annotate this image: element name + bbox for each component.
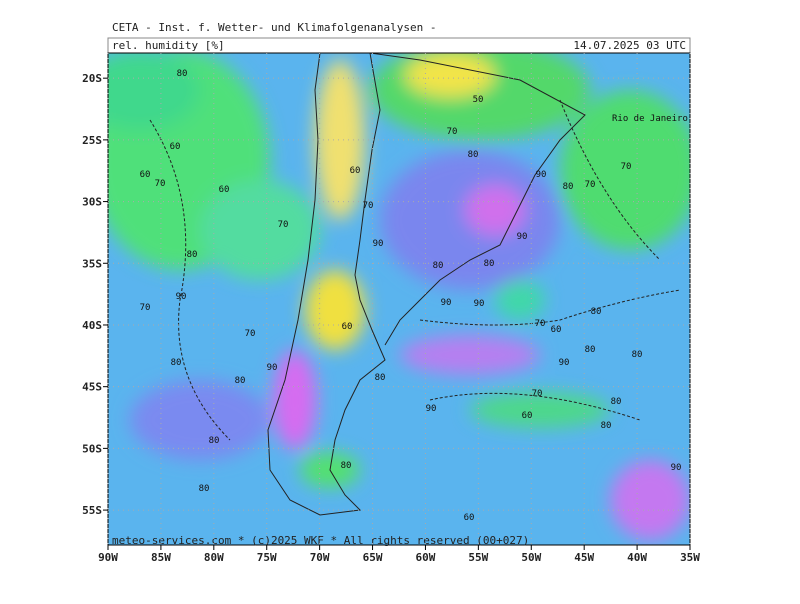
contour-label: 80 xyxy=(611,397,622,407)
contour-label: 90 xyxy=(474,299,485,309)
contour-label: 90 xyxy=(267,363,278,373)
contour-label: 90 xyxy=(517,232,528,242)
x-tick-label: 90W xyxy=(98,551,118,564)
contour-label: 90 xyxy=(176,292,187,302)
contour-label: 70 xyxy=(245,329,256,339)
contour-label: 80 xyxy=(235,376,246,386)
x-tick-label: 35W xyxy=(680,551,700,564)
contour-label: 90 xyxy=(559,358,570,368)
x-tick-label: 80W xyxy=(204,551,224,564)
contour-label: 70 xyxy=(140,303,151,313)
contour-label: 70 xyxy=(278,220,289,230)
contour-label: 90 xyxy=(373,239,384,249)
contour-label: 80 xyxy=(341,461,352,471)
contour-label: 70 xyxy=(535,319,546,329)
coastline xyxy=(369,53,586,346)
city-label: Rio de Janeiro xyxy=(612,114,688,124)
contour-label: 60 xyxy=(219,185,230,195)
contour-label: 70 xyxy=(155,179,166,189)
y-tick-label: 25S xyxy=(82,134,102,147)
contour-label: 50 xyxy=(473,95,484,105)
footer: meteo-services.com * (c)2025 WKF * All r… xyxy=(112,534,529,547)
contour-label: 80 xyxy=(433,261,444,271)
contour-label: 80 xyxy=(563,182,574,192)
time-label: 14.07.2025 03 UTC xyxy=(573,39,686,52)
y-tick-label: 55S xyxy=(82,504,102,517)
contour-label: 80 xyxy=(177,69,188,79)
contour-label: 80 xyxy=(209,436,220,446)
x-tick-label: 55W xyxy=(468,551,488,564)
contour xyxy=(149,99,681,441)
x-tick-label: 75W xyxy=(257,551,277,564)
contour-label: 70 xyxy=(447,127,458,137)
coastline xyxy=(267,53,386,516)
contour-label: 80 xyxy=(187,250,198,260)
contour-label: 70 xyxy=(621,162,632,172)
contour-label: 90 xyxy=(441,298,452,308)
contour-label: 80 xyxy=(375,373,386,383)
contour-label: 60 xyxy=(464,513,475,523)
contour-label: 80 xyxy=(632,350,643,360)
contour-label: 80 xyxy=(601,421,612,431)
contour-label: 80 xyxy=(468,150,479,160)
contour-label: 70 xyxy=(585,180,596,190)
contour-label: 90 xyxy=(426,404,437,414)
variable-label: rel. humidity [%] xyxy=(112,39,225,52)
x-tick-label: 65W xyxy=(363,551,383,564)
contour-label: 60 xyxy=(140,170,151,180)
x-tick-label: 45W xyxy=(574,551,594,564)
contour-label: 60 xyxy=(522,411,533,421)
contour-label: 60 xyxy=(350,166,361,176)
contour-label: 80 xyxy=(591,307,602,317)
contour-label: 90 xyxy=(671,463,682,473)
x-tick-label: 70W xyxy=(310,551,330,564)
x-tick-label: 50W xyxy=(521,551,541,564)
contour-label: 60 xyxy=(342,322,353,332)
contour-label: 70 xyxy=(532,389,543,399)
header-title: CETA - Inst. f. Wetter- und Klimafolgena… xyxy=(112,21,437,34)
contour-label: 80 xyxy=(171,358,182,368)
y-tick-label: 40S xyxy=(82,319,102,332)
y-tick-label: 35S xyxy=(82,257,102,270)
y-tick-label: 30S xyxy=(82,196,102,209)
contour-label: 80 xyxy=(199,484,210,494)
contour-label: 60 xyxy=(551,325,562,335)
y-tick-label: 20S xyxy=(82,72,102,85)
x-tick-label: 60W xyxy=(416,551,436,564)
x-tick-label: 85W xyxy=(151,551,171,564)
field xyxy=(108,53,690,545)
contour-label: 90 xyxy=(536,170,547,180)
y-tick-label: 45S xyxy=(82,381,102,394)
x-tick-label: 40W xyxy=(627,551,647,564)
contour-label: 80 xyxy=(484,259,495,269)
contour-label: 80 xyxy=(585,345,596,355)
contour-label: 70 xyxy=(363,201,374,211)
contour-label: 60 xyxy=(170,142,181,152)
y-tick-label: 50S xyxy=(82,442,102,455)
